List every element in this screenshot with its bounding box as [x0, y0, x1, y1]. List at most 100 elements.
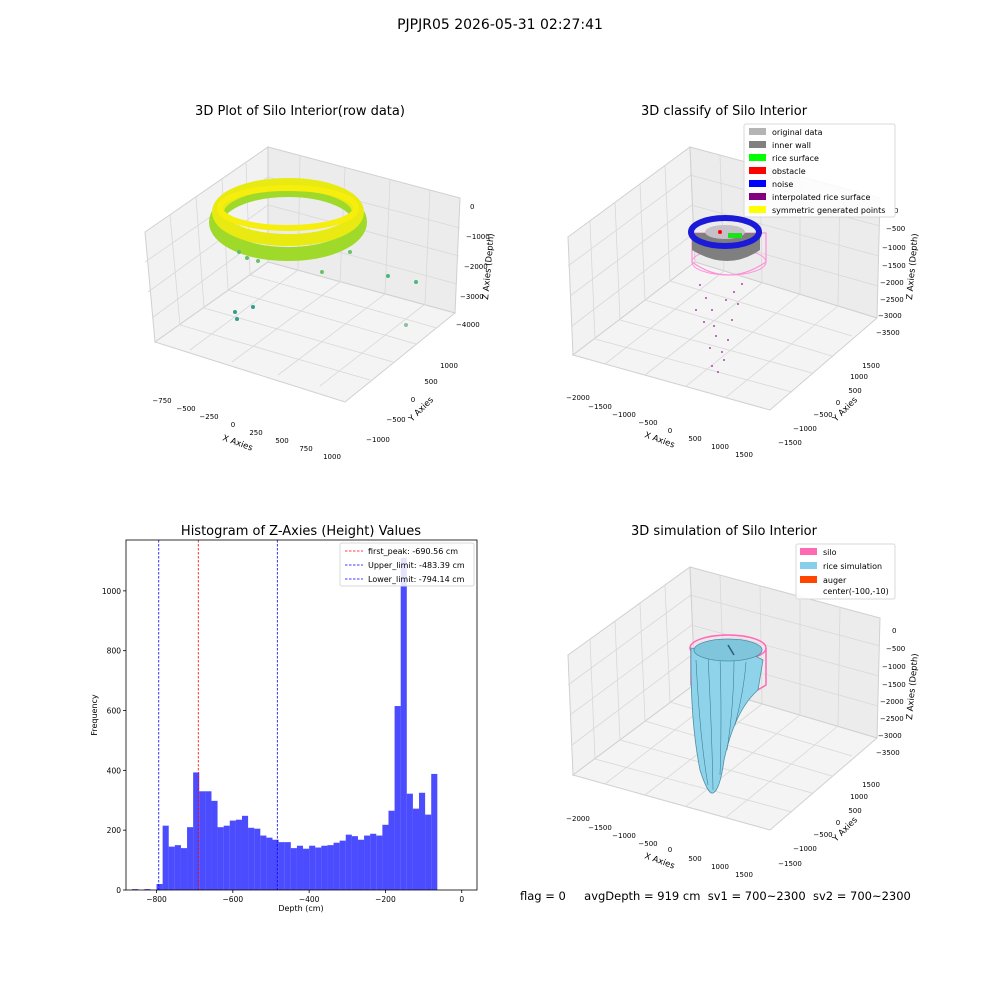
classify-z-tick: −3000: [878, 312, 902, 320]
raw-y-tick: 1000: [440, 362, 458, 370]
classify-x-tick: 1500: [735, 451, 753, 459]
histogram-bar: [260, 835, 267, 890]
histogram-bar: [309, 845, 316, 890]
histogram-bar: [266, 837, 273, 890]
raw-y-tick: −500: [386, 416, 405, 424]
sim-legend-label: silo: [823, 548, 837, 557]
histogram-y-tick-label: 200: [107, 826, 122, 835]
classify-z-tick: −1000: [882, 244, 906, 252]
histogram-bar: [315, 847, 322, 890]
histogram-bar: [284, 842, 291, 890]
classify-y-tick: −1500: [778, 439, 802, 447]
raw-z-tick: −1000: [466, 233, 490, 241]
histogram-legend-label: first_peak: -690.56 cm: [368, 547, 458, 556]
histogram-bar: [333, 842, 340, 890]
avg-depth-text: avgDepth = 919 cm: [584, 889, 701, 903]
histogram-bar: [296, 845, 304, 890]
legend-swatch: [749, 193, 766, 200]
sv2-text: sv2 = 700~2300: [812, 889, 911, 903]
sim-z-tick: −3500: [876, 749, 900, 757]
histogram-bar: [425, 814, 432, 890]
raw-x-tick: −750: [152, 397, 171, 405]
histogram-bar: [144, 889, 151, 890]
histogram-legend-label: Lower_limit: -794.14 cm: [368, 575, 465, 584]
raw-plot-title: 3D Plot of Silo Interior(row data): [195, 104, 405, 119]
classify-x-tick: −1500: [588, 403, 612, 411]
legend-swatch: [749, 206, 766, 213]
sim-y-tick: 1000: [850, 793, 868, 801]
histogram-x-tick-label: −200: [375, 895, 396, 904]
histogram-bar: [217, 827, 224, 890]
histogram-bar: [241, 815, 249, 890]
histogram-bar: [370, 833, 377, 890]
raw-z-tick: 0: [470, 203, 474, 211]
sim-x-tick: −2000: [566, 815, 590, 823]
histogram-y-tick-label: 0: [116, 886, 121, 895]
sim-x-tick: 1000: [711, 863, 729, 871]
sim-z-tick: −1000: [882, 663, 906, 671]
classify-x-tick: 500: [688, 435, 701, 443]
raw-y-tick: 500: [424, 378, 437, 386]
classify-y-tick: 500: [848, 387, 861, 395]
figure-title: PJPJR05 2026-05-31 02:27:41: [397, 17, 603, 33]
legend-swatch: [749, 128, 766, 135]
classify-legend-label: symmetric generated points: [772, 206, 885, 215]
raw-z-tick: −3000: [460, 293, 484, 301]
sim-z-tick: −1500: [882, 681, 906, 689]
classify-z-tick: −2500: [880, 296, 904, 304]
histogram-bar: [327, 845, 334, 890]
silo-and-rice-surface: [689, 634, 767, 794]
histogram-bar: [162, 825, 169, 890]
sim-z-tick: −2000: [880, 698, 904, 706]
histogram-bar: [339, 840, 346, 890]
histogram-bar: [132, 889, 139, 890]
histogram-bar: [290, 848, 297, 890]
sim-x-label: X Axies: [643, 851, 676, 871]
classify-z-tick: −500: [886, 225, 905, 233]
histogram-bar: [180, 848, 188, 890]
sim-y-tick: −1000: [793, 845, 817, 853]
classify-y-tick: 0: [836, 399, 840, 407]
sim-legend-label: rice simulation: [823, 562, 882, 571]
classify-legend-label: obstacle: [772, 167, 806, 176]
sim-z-label: Z Axies (Depth): [905, 653, 921, 720]
raw-x-tick: 250: [249, 429, 262, 437]
legend-swatch: [749, 141, 766, 148]
legend-swatch: [749, 180, 766, 187]
sim-x-tick: −1000: [612, 832, 636, 840]
histogram-bar: [254, 828, 261, 890]
classify-legend-label: noise: [772, 180, 793, 189]
classify-x-tick: 1000: [711, 443, 729, 451]
sim-y-tick: 0: [836, 819, 840, 827]
histogram-bar: [419, 792, 426, 890]
histogram-y-tick-label: 1000: [102, 587, 121, 596]
raw-point-cloud: [209, 178, 418, 327]
classify-x-tick: 0: [668, 427, 672, 435]
classify-x-tick: −2000: [566, 394, 590, 402]
classify-y-tick: 1500: [862, 362, 880, 370]
histogram-bar: [345, 834, 352, 890]
classify-legend: original data inner wall rice surface ob…: [743, 123, 896, 218]
sv1-text: sv1 = 700~2300: [707, 889, 806, 903]
sim-y-tick: 1500: [862, 781, 880, 789]
raw-x-tick: 0: [231, 421, 235, 429]
histogram-bar: [211, 800, 218, 890]
classify-legend-label: inner wall: [772, 141, 811, 150]
histogram-bar: [174, 845, 181, 890]
sim-legend-label: center(-100,-10): [823, 587, 889, 596]
histogram-bar: [235, 819, 242, 890]
classify-y-tick: −1000: [793, 425, 817, 433]
classify-y-tick: 1000: [850, 373, 868, 381]
histogram-bar: [376, 835, 383, 890]
histogram-bar: [412, 808, 420, 890]
sim-z-tick: −2500: [880, 715, 904, 723]
histogram-bar: [388, 810, 395, 890]
sim-x-tick: −500: [638, 840, 657, 848]
sim-x-tick: −1500: [588, 824, 612, 832]
classify-x-tick: −500: [638, 419, 657, 427]
sim-legend-label: auger: [823, 576, 847, 585]
flag-text: flag = 0: [520, 889, 566, 903]
